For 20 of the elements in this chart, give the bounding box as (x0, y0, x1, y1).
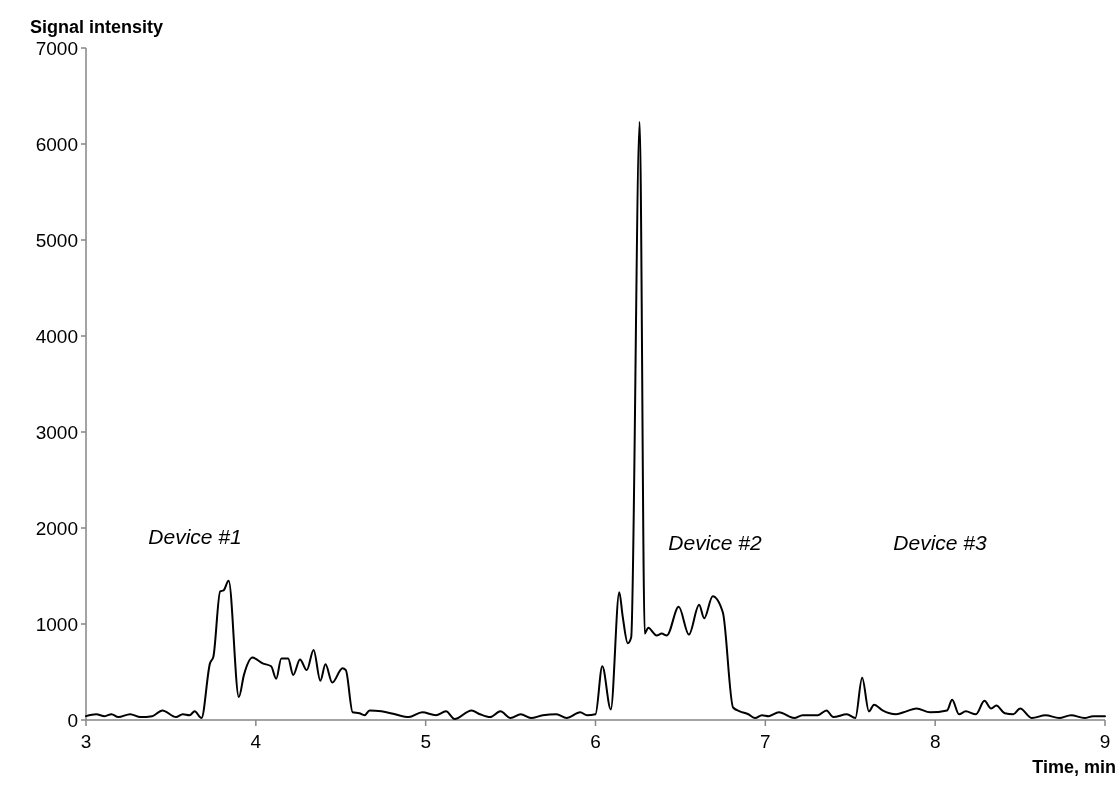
y-axis-title: Signal intensity (30, 17, 164, 37)
y-tick-label: 1000 (35, 613, 78, 635)
x-tick-label: 7 (760, 731, 771, 752)
y-tick-label: 5000 (35, 229, 78, 251)
x-tick-label: 9 (1099, 731, 1111, 752)
y-tick-label: 6000 (35, 133, 78, 155)
annotation: Device #1 (148, 525, 242, 549)
x-tick-label: 3 (80, 731, 92, 752)
x-tick-label: 4 (250, 731, 262, 752)
x-axis-title: Time, min (1032, 757, 1116, 777)
y-tick-label: 2000 (35, 517, 78, 539)
x-tick-label: 8 (929, 731, 941, 752)
annotation: Device #3 (893, 531, 988, 555)
x-tick-label: 5 (420, 731, 431, 752)
y-tick-label: 7000 (35, 37, 78, 59)
y-tick-label: 0 (67, 709, 78, 731)
y-tick-label: 4000 (35, 325, 78, 347)
annotation: Device #2 (668, 531, 763, 555)
x-tick-label: 6 (590, 731, 601, 752)
y-tick-label: 3000 (35, 421, 78, 443)
